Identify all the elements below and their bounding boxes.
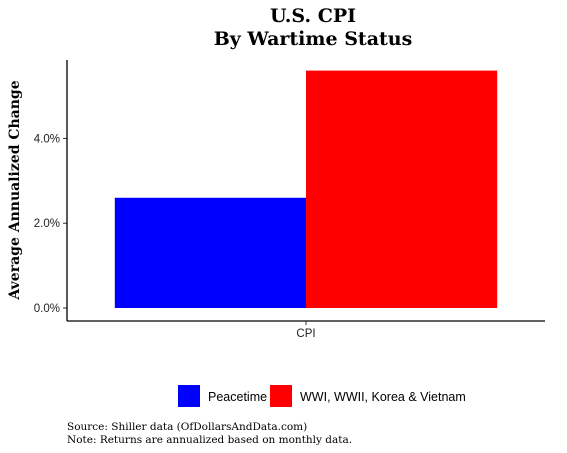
chart-subtitle: By Wartime Status bbox=[214, 28, 413, 50]
y-tick-label: 4.0% bbox=[34, 133, 60, 145]
returns-note: Note: Returns are annualized based on mo… bbox=[67, 434, 352, 446]
legend-label: Peacetime bbox=[208, 390, 267, 404]
legend-label: WWI, WWII, Korea & Vietnam bbox=[300, 390, 466, 404]
y-tick-label: 2.0% bbox=[34, 218, 60, 230]
chart-title: U.S. CPI bbox=[270, 5, 356, 27]
legend-swatch bbox=[178, 385, 200, 407]
y-axis-label: Average Annualized Change bbox=[7, 80, 23, 300]
y-tick-label: 0.0% bbox=[34, 303, 60, 315]
bar-wwi-wwii-korea-vietnam bbox=[306, 70, 498, 308]
x-tick-label: CPI bbox=[296, 328, 315, 340]
legend-swatch bbox=[270, 385, 292, 407]
source-note: Source: Shiller data (OfDollarsAndData.c… bbox=[67, 421, 307, 433]
bar-peacetime bbox=[114, 197, 306, 308]
x-ticks: CPI bbox=[296, 321, 316, 340]
legend: Peacetime WWI, WWII, Korea & Vietnam bbox=[178, 385, 466, 407]
y-ticks: 0.0% 2.0% 4.0% bbox=[34, 133, 67, 315]
bars bbox=[114, 70, 498, 308]
